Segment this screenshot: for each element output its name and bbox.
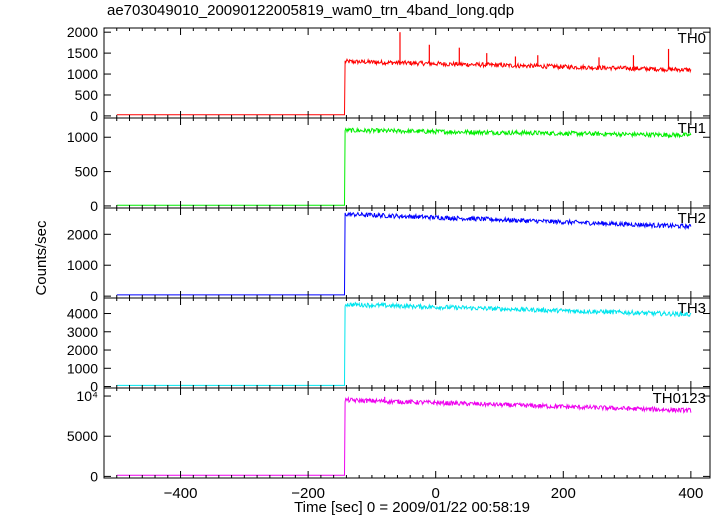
y-tick-label: 0 bbox=[90, 379, 98, 395]
y-tick-label: 3000 bbox=[67, 324, 98, 340]
y-tick-label: 1000 bbox=[67, 66, 98, 82]
series-label-th2: TH2 bbox=[678, 210, 706, 227]
panel-frame bbox=[103, 27, 711, 119]
y-tick-label: 1000 bbox=[67, 360, 98, 376]
y-tick-label: 2000 bbox=[67, 342, 98, 358]
page-title: ae703049010_20090122005819_wam0_trn_4ban… bbox=[107, 2, 515, 19]
y-tick-label: 0 bbox=[90, 288, 98, 304]
y-tick-label: 10⁴ bbox=[76, 388, 98, 404]
series-line-th3 bbox=[116, 301, 692, 386]
y-tick-label: 4000 bbox=[67, 306, 98, 322]
y-tick-label: 1500 bbox=[67, 45, 98, 61]
y-tick-label: 5000 bbox=[67, 428, 98, 444]
series-line-th2 bbox=[116, 211, 692, 296]
panel-frame bbox=[103, 387, 711, 479]
panel-frame bbox=[103, 207, 711, 299]
y-tick-label: 500 bbox=[75, 87, 99, 103]
y-tick-label: 500 bbox=[75, 164, 99, 180]
y-tick-label: 1000 bbox=[67, 257, 98, 273]
x-tick-label: −400 bbox=[164, 485, 198, 502]
x-axis-label: Time [sec] 0 = 2009/01/22 00:58:19 bbox=[294, 499, 530, 516]
y-tick-label: 2000 bbox=[67, 24, 98, 40]
panel-th3: 0 1000 2000 3000 4000 TH3 bbox=[67, 297, 711, 395]
series-line-th0123 bbox=[116, 396, 692, 476]
y-tick-label: 0 bbox=[90, 108, 98, 124]
x-tick-label: 200 bbox=[551, 485, 576, 502]
series-label-th1: TH1 bbox=[678, 120, 706, 137]
y-axis-label: Counts/sec bbox=[33, 220, 50, 296]
y-tick-label: 0 bbox=[90, 198, 98, 214]
y-tick-label: 1000 bbox=[67, 129, 98, 145]
panels-layer: 0 500 1000 1500 2000 TH0 0 500 1000 TH1 0 1000 2000 T… bbox=[67, 24, 711, 484]
series-line-th0 bbox=[116, 58, 692, 116]
panel-th0: 0 500 1000 1500 2000 TH0 bbox=[67, 24, 711, 124]
x-tick-label: 0 bbox=[432, 485, 440, 502]
panel-th1: 0 500 1000 TH1 bbox=[67, 117, 711, 214]
series-label-th0123: TH0123 bbox=[653, 390, 706, 407]
y-tick-label: 2000 bbox=[67, 226, 98, 242]
series-line-th1 bbox=[116, 126, 692, 206]
panel-th0123: 0 5000 10⁴ TH0123 bbox=[67, 387, 711, 484]
axis-layer: −400 −200 0 200 400 bbox=[164, 485, 704, 502]
x-tick-label: −200 bbox=[291, 485, 325, 502]
y-tick-label: 0 bbox=[90, 468, 98, 484]
x-tick-label: 400 bbox=[678, 485, 703, 502]
series-label-th3: TH3 bbox=[678, 300, 706, 317]
panel-th2: 0 1000 2000 TH2 bbox=[67, 207, 711, 304]
series-label-th0: TH0 bbox=[678, 30, 706, 47]
